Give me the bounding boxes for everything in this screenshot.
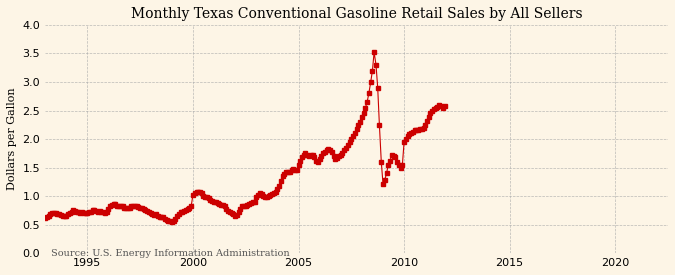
Y-axis label: Dollars per Gallon: Dollars per Gallon <box>7 88 17 190</box>
Text: Source: U.S. Energy Information Administration: Source: U.S. Energy Information Administ… <box>51 249 290 258</box>
Title: Monthly Texas Conventional Gasoline Retail Sales by All Sellers: Monthly Texas Conventional Gasoline Reta… <box>131 7 583 21</box>
